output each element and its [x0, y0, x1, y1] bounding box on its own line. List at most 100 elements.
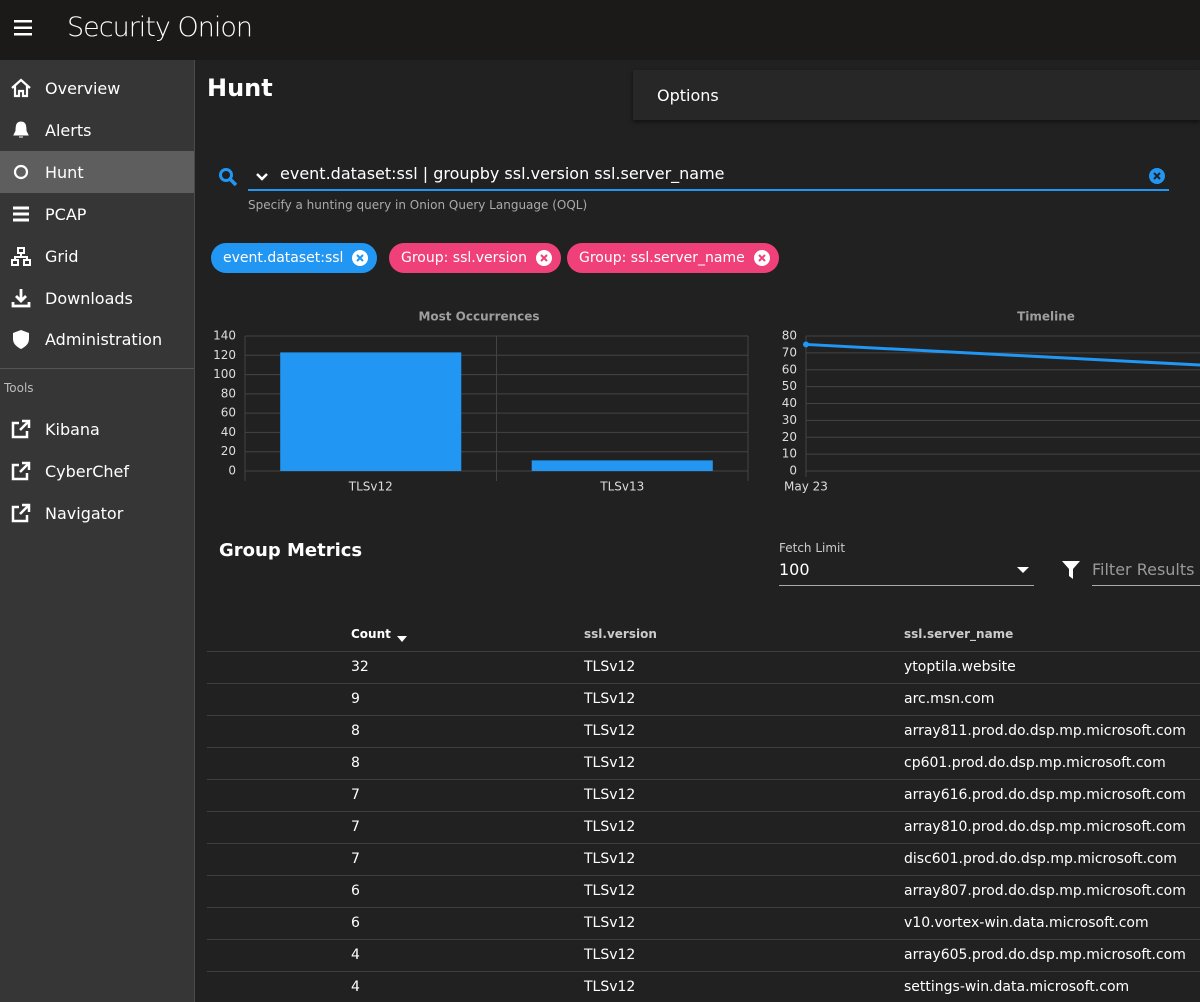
column-header[interactable]: ssl.server_name: [904, 627, 1014, 641]
y-tick-label: 60: [782, 362, 797, 376]
y-tick-label: 60: [221, 406, 236, 420]
options-panel[interactable]: Options: [633, 70, 1200, 120]
chip[interactable]: Group: ssl.server_name: [567, 243, 779, 273]
y-tick-label: 30: [782, 413, 797, 427]
column-header[interactable]: Count: [351, 627, 391, 641]
y-tick-label: 0: [228, 464, 236, 478]
icon-shape: [11, 419, 31, 439]
chip-remove[interactable]: [535, 249, 553, 267]
nav-item[interactable]: Downloads: [0, 277, 194, 319]
nav-item[interactable]: Alerts: [0, 109, 194, 151]
nav-icon: [13, 330, 29, 349]
row-divider: [207, 939, 1200, 940]
table-cell: TLSv12: [584, 915, 636, 931]
filter-input[interactable]: Filter Results: [1092, 560, 1195, 579]
row-divider: [207, 651, 1200, 652]
sidebar: [0, 60, 195, 1002]
y-tick-label: 100: [213, 367, 236, 381]
nav-label[interactable]: Grid: [45, 246, 79, 266]
nav-icon: [13, 121, 29, 138]
remove-x: [540, 254, 548, 262]
table-cell: 4: [351, 947, 360, 963]
y-tick-label: 20: [221, 444, 236, 458]
icon-shape: [13, 330, 29, 349]
chip-remove[interactable]: [351, 249, 369, 267]
chip-remove[interactable]: [753, 249, 771, 267]
chip[interactable]: event.dataset:ssl: [211, 243, 378, 273]
chart-title: Most Occurrences: [418, 310, 539, 324]
fetch-limit-select[interactable]: 100: [779, 560, 810, 579]
line: [805, 342, 1200, 367]
nav-item[interactable]: CyberChef: [0, 450, 194, 492]
table-cell: array810.prod.do.dsp.mp.microsoft.com: [904, 819, 1186, 835]
chip-label[interactable]: Group: ssl.version: [401, 250, 527, 266]
brand: Security Onion: [67, 12, 253, 43]
nav-item[interactable]: Hunt: [0, 151, 194, 193]
y-tick-label: 80: [221, 386, 236, 400]
table-cell: TLSv12: [584, 787, 636, 803]
select-arrow[interactable]: [1017, 566, 1029, 574]
row-divider: [207, 875, 1200, 876]
y-tick-label: 20: [782, 430, 797, 444]
chip-label[interactable]: event.dataset:ssl: [223, 250, 344, 266]
menu-button[interactable]: [14, 20, 32, 36]
clear-button[interactable]: [1148, 167, 1166, 185]
icon-shape: [11, 247, 31, 266]
nav-label[interactable]: CyberChef: [45, 461, 130, 481]
y-tick-label: 0: [789, 464, 797, 478]
chip[interactable]: Group: ssl.version: [389, 243, 561, 273]
query-input[interactable]: event.dataset:ssl | groupby ssl.version …: [280, 164, 725, 183]
icon-shape: [11, 289, 31, 308]
nav-label[interactable]: PCAP: [45, 204, 87, 224]
table-cell: arc.msn.com: [904, 691, 995, 707]
history-dropdown[interactable]: [255, 172, 269, 182]
input-underline: [248, 189, 1169, 191]
nav-item[interactable]: Administration: [0, 318, 194, 360]
nav-label[interactable]: Navigator: [45, 503, 124, 523]
nav-label[interactable]: Kibana: [45, 419, 100, 439]
y-tick-label: 120: [213, 348, 236, 362]
table-cell: TLSv12: [584, 947, 636, 963]
table-cell: 8: [351, 755, 360, 771]
top-bar: Security Onion: [0, 0, 1200, 60]
y-tick-label: 10: [782, 447, 797, 461]
nav-label[interactable]: Alerts: [45, 120, 92, 140]
nav-label[interactable]: Administration: [45, 329, 163, 349]
nav-item[interactable]: PCAP: [0, 193, 194, 235]
column-header[interactable]: ssl.version: [584, 627, 657, 641]
table-cell: array811.prod.do.dsp.mp.microsoft.com: [904, 723, 1186, 739]
nav-item[interactable]: Kibana: [0, 408, 194, 450]
filter-underline: [1092, 585, 1200, 586]
table-cell: array807.prod.do.dsp.mp.microsoft.com: [904, 883, 1186, 899]
nav-icon: [11, 78, 31, 98]
query-hint: Specify a hunting query in Onion Query L…: [248, 198, 588, 212]
table-cell: ytoptila.website: [904, 659, 1016, 675]
nav-item[interactable]: Grid: [0, 235, 194, 277]
icon-shape: [11, 461, 31, 481]
fetch-limit-label: Fetch Limit: [779, 541, 846, 555]
row-divider: [207, 715, 1200, 716]
bar: [531, 460, 713, 471]
icon-shape: [11, 503, 31, 523]
nav-item[interactable]: Navigator: [0, 492, 194, 534]
arrow-shape: [397, 636, 407, 642]
x-tick-label: TLSv12: [348, 480, 393, 494]
table-cell: array616.prod.do.dsp.mp.microsoft.com: [904, 787, 1186, 803]
table-cell: TLSv12: [584, 819, 636, 835]
table-cell: settings-win.data.microsoft.com: [904, 979, 1130, 995]
table-cell: TLSv12: [584, 691, 636, 707]
table-cell: TLSv12: [584, 883, 636, 899]
table-cell: TLSv12: [584, 723, 636, 739]
nav-label[interactable]: Downloads: [45, 288, 133, 308]
options-label[interactable]: Options: [657, 86, 719, 105]
nav-item[interactable]: Overview: [0, 67, 194, 109]
row-divider: [207, 747, 1200, 748]
remove-x: [758, 254, 766, 262]
nav-label[interactable]: Overview: [45, 78, 121, 98]
row-divider: [207, 971, 1200, 972]
nav-icon: [11, 247, 31, 266]
nav-label[interactable]: Hunt: [45, 162, 84, 182]
divider: [0, 368, 194, 369]
chip-label[interactable]: Group: ssl.server_name: [579, 250, 745, 266]
